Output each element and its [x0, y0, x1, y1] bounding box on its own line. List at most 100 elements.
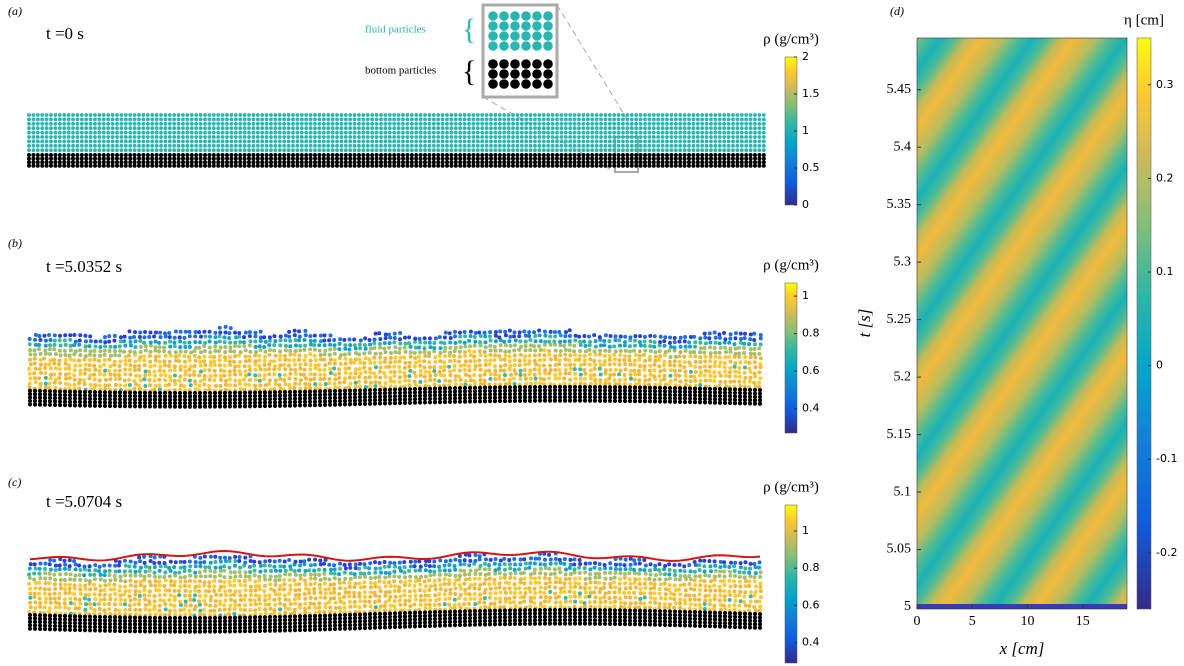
bottom-particle	[462, 389, 468, 394]
bottom-particle	[252, 400, 258, 405]
fluid-particle	[484, 117, 489, 122]
bottom-particle	[308, 156, 313, 161]
bottom-particle	[53, 153, 58, 157]
fluid-particle	[607, 113, 612, 117]
fluid-particle	[673, 117, 678, 122]
fluid-particle	[84, 148, 89, 153]
fluid-particle	[733, 331, 738, 336]
bottom-particle	[273, 156, 278, 161]
bottom-particle	[717, 153, 722, 157]
bottom-particle	[445, 160, 449, 165]
fluid-particle	[352, 126, 357, 131]
bottom-particle	[722, 400, 728, 405]
fluid-particle	[123, 139, 128, 144]
fluid-particle	[625, 135, 630, 139]
bottom-particle	[44, 153, 49, 157]
fluid-particle	[582, 339, 587, 344]
fluid-particle	[578, 367, 583, 372]
bottom-particle	[71, 156, 75, 161]
fluid-particle	[573, 333, 578, 338]
fluid-particle	[497, 376, 502, 381]
fluid-particle	[417, 336, 422, 341]
bottom-particle	[497, 160, 502, 165]
fluid-particle	[581, 143, 586, 148]
fluid-particle	[362, 361, 367, 366]
fluid-particle	[282, 121, 287, 126]
bottom-particle	[377, 398, 383, 403]
bottom-particle	[732, 401, 738, 406]
bottom-particle	[40, 160, 45, 165]
fluid-particle	[453, 382, 458, 387]
bottom-particle	[417, 393, 423, 398]
fluid-particle	[515, 126, 520, 131]
fluid-particle	[669, 130, 674, 135]
fluid-particle	[578, 363, 583, 368]
bottom-particle	[497, 385, 503, 390]
bottom-particle	[107, 397, 113, 402]
bottom-particle	[207, 390, 213, 396]
fluid-particle	[607, 376, 612, 381]
bottom-particle	[255, 160, 260, 165]
fluid-particle	[233, 340, 238, 345]
fluid-particle	[332, 346, 337, 351]
fluid-particle	[148, 364, 153, 369]
bottom-particle	[101, 160, 106, 165]
fluid-particle	[343, 121, 348, 126]
bottom-particle	[440, 153, 445, 157]
bottom-particle	[352, 402, 358, 407]
fluid-particle	[49, 126, 53, 131]
bottom-particle	[453, 163, 458, 168]
bottom-particle	[627, 385, 633, 390]
fluid-particle	[643, 121, 647, 126]
bottom-particle	[607, 153, 612, 157]
fluid-particle	[372, 337, 377, 342]
bottom-particle	[347, 402, 353, 407]
fluid-particle	[194, 126, 199, 131]
fluid-particle	[365, 143, 370, 148]
bottom-particle	[697, 389, 703, 395]
bottom-particle	[357, 391, 363, 396]
bottom-particle	[691, 156, 696, 161]
fluid-particle	[663, 382, 668, 387]
fluid-particle	[295, 113, 300, 117]
bottom-particle	[657, 392, 663, 397]
fluid-particle	[412, 351, 417, 356]
fluid-particle	[123, 372, 128, 377]
bottom-particle	[572, 153, 577, 157]
bottom-particle	[634, 153, 639, 157]
x-axis-label: x [cm]	[999, 639, 1045, 658]
fluid-particle	[642, 352, 647, 357]
bottom-particle	[67, 392, 73, 398]
fluid-particle	[247, 130, 251, 135]
fluid-particle	[79, 135, 84, 139]
fluid-particle	[563, 143, 568, 148]
fluid-particle	[145, 113, 150, 117]
fluid-particle	[744, 143, 749, 148]
bottom-particle	[594, 163, 599, 168]
bottom-particle	[361, 163, 366, 168]
fluid-particle	[758, 376, 763, 381]
bottom-particle	[47, 627, 53, 632]
fluid-particle	[27, 366, 32, 371]
bottom-particle	[492, 388, 498, 394]
fluid-particle	[393, 355, 398, 360]
bottom-particle	[713, 163, 718, 168]
fluid-particle	[475, 139, 480, 144]
bottom-particle	[37, 616, 43, 621]
fluid-particle	[43, 600, 48, 605]
fluid-particle	[563, 139, 568, 144]
bottom-particle	[343, 153, 348, 157]
fluid-particle	[207, 143, 212, 148]
fluid-particle	[427, 117, 432, 122]
fluid-particle	[647, 368, 652, 373]
fluid-particle	[119, 121, 124, 126]
fluid-particle	[257, 373, 262, 378]
fluid-particle	[137, 139, 141, 144]
fluid-particle	[368, 370, 373, 375]
bottom-particle	[616, 153, 621, 157]
bottom-particle	[387, 163, 392, 168]
fluid-particle	[683, 382, 688, 387]
bottom-particle	[232, 394, 238, 399]
bottom-particle	[142, 394, 148, 399]
fluid-particle	[220, 135, 225, 139]
